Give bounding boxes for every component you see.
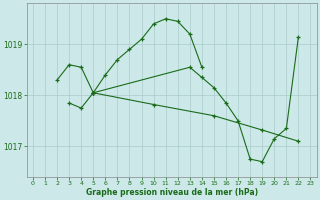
X-axis label: Graphe pression niveau de la mer (hPa): Graphe pression niveau de la mer (hPa) [86, 188, 258, 197]
